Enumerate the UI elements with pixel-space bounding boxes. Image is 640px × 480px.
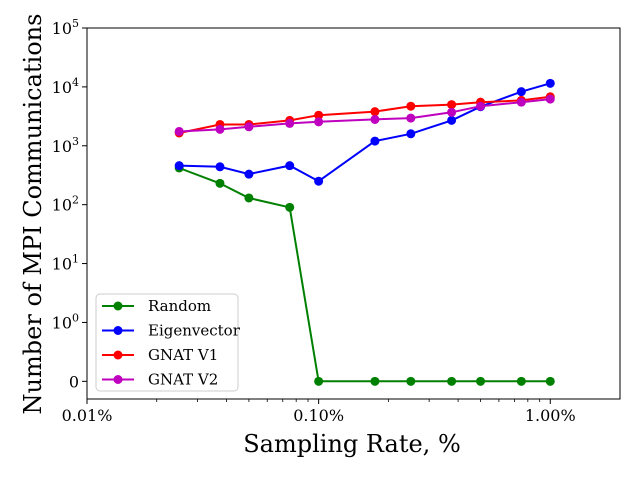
data-point-3-4 — [314, 117, 324, 127]
legend-label-3: GNAT V2 — [148, 371, 218, 389]
data-point-0-6 — [406, 376, 416, 386]
data-point-1-3 — [285, 161, 295, 171]
legend-swatch-marker-1 — [113, 326, 123, 335]
axis-ticks: 0.01% 0.10% 1.00% 0 100 101 102 103 104 105 — [52, 17, 576, 425]
plot-area — [174, 78, 555, 386]
data-point-2-4 — [314, 110, 324, 120]
data-point-0-5 — [370, 376, 380, 386]
x-axis-title: Sampling Rate, % — [243, 430, 461, 458]
data-point-1-0 — [174, 161, 184, 171]
legend-box — [95, 293, 239, 392]
data-point-0-1 — [215, 178, 225, 188]
data-point-0-10 — [545, 376, 555, 386]
y-tick-label-2: 101 — [52, 253, 79, 274]
y-tick-label-3: 102 — [52, 194, 79, 215]
data-point-0-9 — [516, 376, 526, 386]
legend-swatch-marker-2 — [113, 350, 123, 360]
data-point-2-5 — [370, 107, 380, 117]
data-point-3-10 — [545, 94, 555, 104]
series-line-1 — [179, 82, 551, 183]
data-point-0-3 — [285, 202, 295, 212]
data-point-1-7 — [447, 115, 457, 125]
legend-label-1: Eigenvector — [148, 322, 241, 340]
data-point-1-9 — [516, 87, 526, 97]
y-tick-label-4: 103 — [52, 135, 79, 156]
series-line-3 — [179, 98, 551, 133]
data-point-1-4 — [314, 176, 324, 186]
y-tick-label-0: 0 — [69, 372, 79, 391]
x-tick-label-0: 0.01% — [62, 406, 113, 425]
data-point-1-10 — [545, 78, 555, 88]
data-point-3-9 — [516, 97, 526, 107]
data-point-0-8 — [476, 376, 486, 386]
data-point-1-6 — [406, 129, 416, 139]
data-point-2-7 — [447, 100, 457, 110]
data-point-3-2 — [244, 122, 254, 132]
y-tick-label-5: 104 — [52, 76, 79, 97]
data-point-3-5 — [370, 114, 380, 124]
y-tick-label-6: 105 — [52, 17, 79, 38]
data-point-3-0 — [174, 126, 184, 136]
data-point-3-3 — [285, 118, 295, 128]
data-point-3-8 — [476, 101, 486, 111]
legend-swatch-marker-3 — [113, 375, 123, 384]
data-point-1-2 — [244, 169, 254, 179]
data-point-0-2 — [244, 193, 254, 203]
x-tick-label-2: 1.00% — [525, 406, 576, 425]
legend-label-2: GNAT V1 — [148, 346, 218, 364]
data-point-3-1 — [215, 124, 225, 134]
y-axis-title: Number of MPI Communications — [19, 14, 47, 415]
x-tick-label-1: 0.10% — [293, 406, 344, 425]
data-point-2-6 — [406, 101, 416, 111]
legend: Random Eigenvector GNAT V1 GNAT V2 — [95, 293, 241, 392]
data-point-1-1 — [215, 162, 225, 172]
data-point-1-5 — [370, 136, 380, 146]
data-point-0-4 — [314, 376, 324, 386]
y-tick-label-1: 100 — [52, 311, 79, 332]
data-point-3-6 — [406, 113, 416, 123]
data-point-0-7 — [447, 376, 457, 386]
legend-swatch-marker-0 — [113, 301, 123, 311]
data-point-3-7 — [447, 107, 457, 117]
legend-label-0: Random — [148, 297, 211, 315]
axes-frame — [86, 27, 621, 400]
